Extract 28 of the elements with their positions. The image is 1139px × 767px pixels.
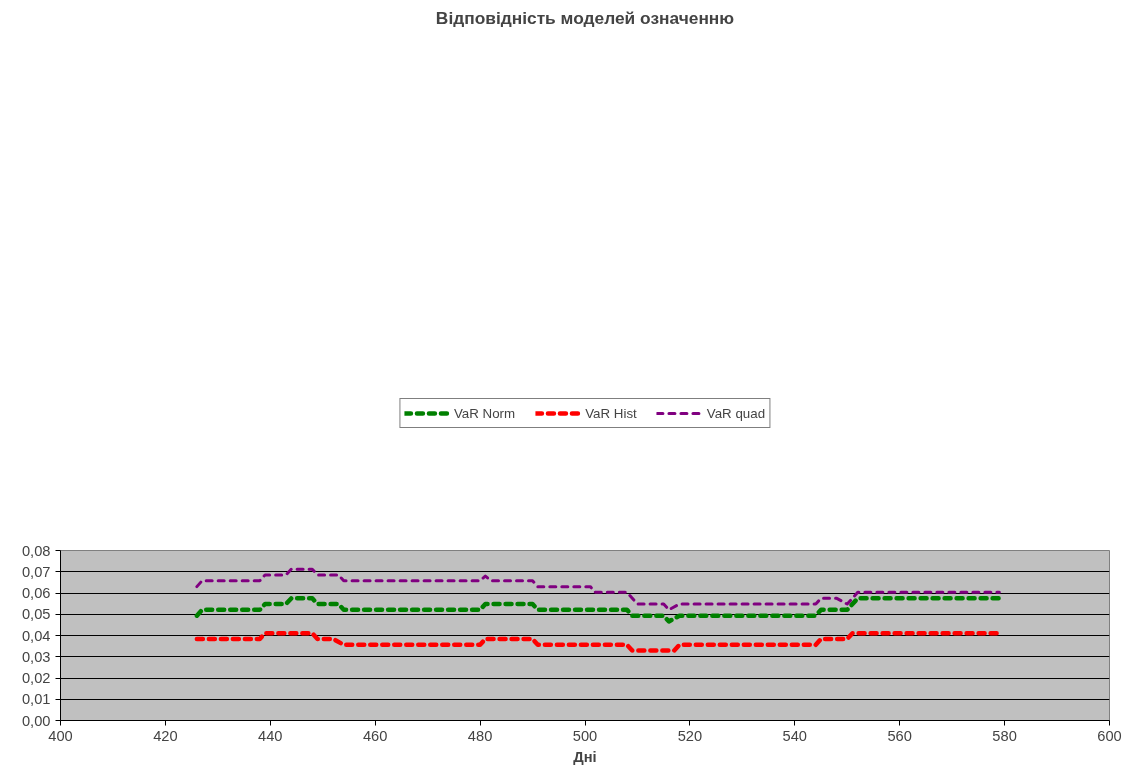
y-tick-label: 0,02	[21, 670, 51, 686]
y-tick-label: 0,04	[21, 627, 51, 644]
y-tick-label: 0,08	[21, 542, 51, 559]
x-tick-label: 440	[258, 727, 283, 744]
y-tick-label: 0,01	[21, 691, 51, 708]
legend-label: VaR quad	[706, 405, 766, 421]
line-series	[195, 567, 1001, 612]
y-tick-label: 0,07	[21, 563, 51, 580]
y-tick-label: 0,05	[21, 606, 51, 623]
x-tick-label: 540	[782, 727, 808, 744]
x-tick-label: 600	[1097, 727, 1122, 744]
x-tick-label: 560	[887, 727, 912, 744]
x-axis-title: Дні	[573, 748, 597, 765]
x-tick-label: 580	[992, 727, 1017, 744]
line-series	[194, 630, 1002, 653]
x-tick-label: 420	[153, 727, 178, 744]
x-tick-label: 400	[48, 727, 73, 744]
chart-title: Відповідність моделей означенню	[435, 7, 735, 28]
legend-label: VaR Norm	[453, 405, 516, 421]
x-tick-label: 480	[467, 727, 493, 744]
x-tick-label: 460	[362, 727, 388, 744]
x-tick-label: 500	[572, 727, 598, 744]
legend-label: VaR Hist	[585, 405, 637, 421]
y-tick-label: 0,00	[21, 712, 51, 729]
y-tick-label: 0,03	[21, 648, 51, 665]
line-series	[194, 596, 1002, 624]
y-tick-label: 0,06	[21, 585, 51, 601]
x-tick-label: 520	[677, 727, 703, 744]
